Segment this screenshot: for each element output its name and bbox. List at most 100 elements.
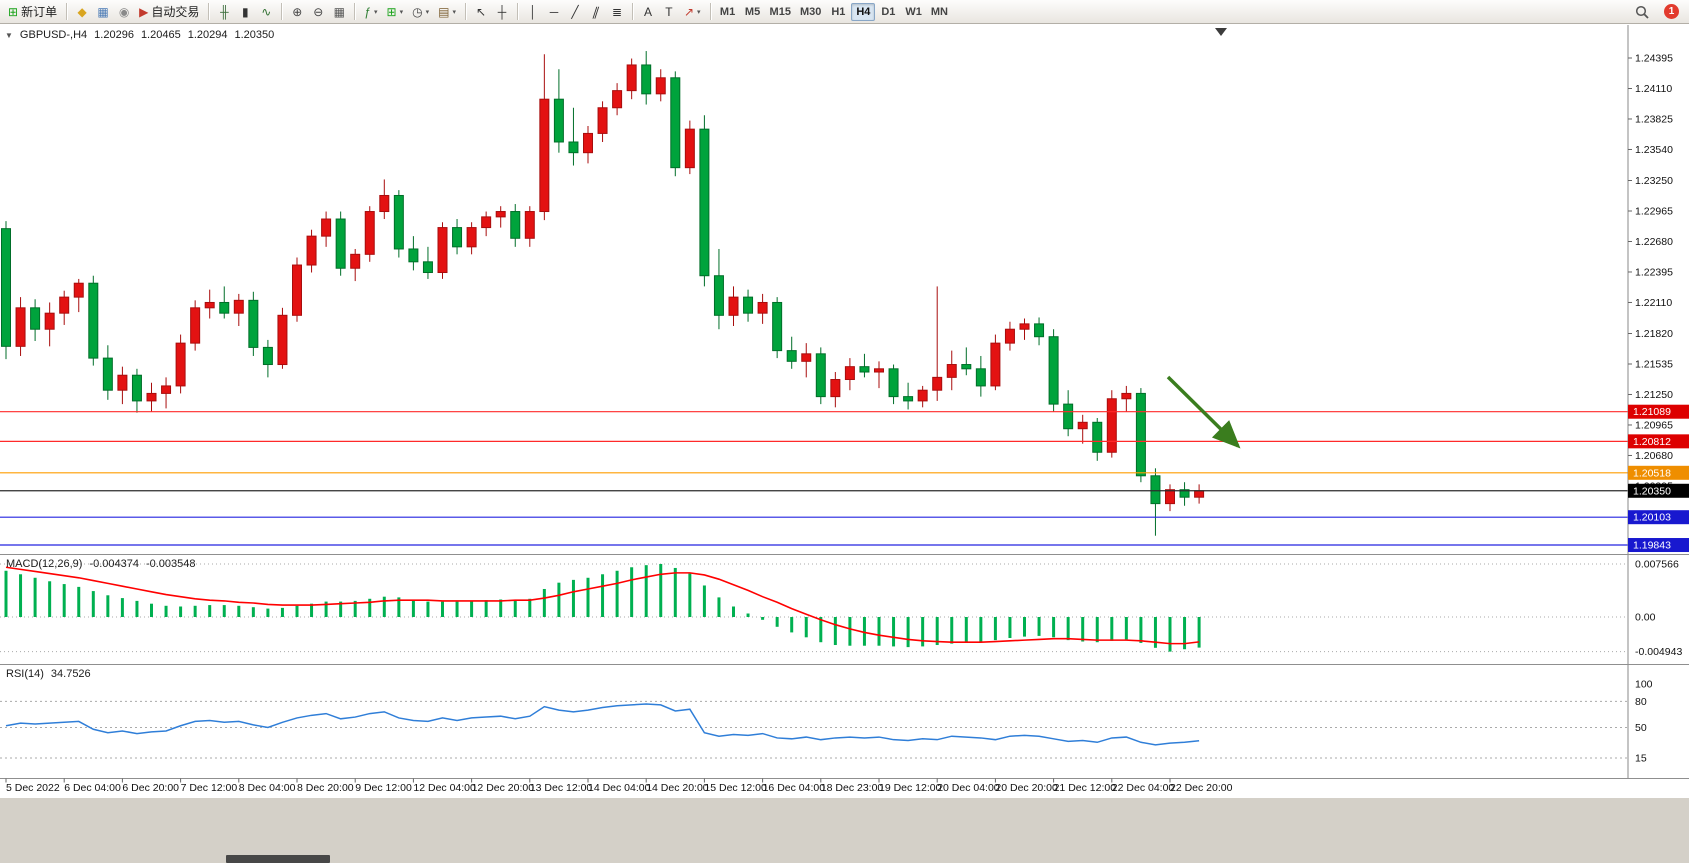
bars-chart-button[interactable]: ╫ <box>214 2 234 22</box>
line-chart-icon: ∿ <box>261 4 272 19</box>
pivot-line-badge-label: 1.20518 <box>1633 467 1671 479</box>
price-tick-label: 1.23540 <box>1635 144 1673 156</box>
time-tick-label: 20 Dec 20:00 <box>995 782 1058 794</box>
search-button[interactable] <box>1629 2 1655 22</box>
rsi-pane: 100 80 50 15 <box>0 679 1653 764</box>
periods-button[interactable]: ◷ ▾ <box>408 2 433 22</box>
notification-badge[interactable]: 1 <box>1664 4 1679 19</box>
time-tick-label: 21 Dec 12:00 <box>1054 782 1117 794</box>
timeframe-h4-button[interactable]: H4 <box>851 2 876 21</box>
rsi-line <box>5 703 1200 746</box>
horizontal-line-button[interactable]: ─ <box>544 2 564 22</box>
resistance-line-1-badge <box>1628 404 1689 419</box>
templates-icon: ▤ <box>438 4 450 19</box>
arrow-objects-icon: ↗ <box>683 4 695 19</box>
resistance-line-2-badge-label: 1.20812 <box>1633 436 1671 448</box>
profiles-icon: ◆ <box>77 4 87 19</box>
text-icon: A <box>643 4 652 19</box>
trendline-button[interactable]: ╱ <box>565 2 585 22</box>
timeframe-w1-button[interactable]: W1 <box>901 3 926 21</box>
new-order-button-label: 新订单 <box>21 5 58 19</box>
toolbar-separator <box>464 3 466 20</box>
toolbar-separator <box>66 3 68 20</box>
time-tick-label: 19 Dec 12:00 <box>879 782 942 794</box>
text-button[interactable]: A <box>638 2 658 22</box>
zoom-in-button[interactable]: ⊕ <box>287 2 307 22</box>
timeframe-m5-button[interactable]: M5 <box>741 3 765 21</box>
price-axis[interactable]: 1.24395 1.24110 1.23825 1.23540 1.23250 1.229… <box>1627 25 1689 779</box>
autotrading-icon: ▶ <box>139 4 149 19</box>
time-tick-label: 9 Dec 12:00 <box>355 782 412 794</box>
text-label-icon: T <box>665 4 673 19</box>
sound-button[interactable]: ◉ <box>114 2 134 22</box>
rsi-axis-label: 15 <box>1635 752 1647 764</box>
profiles-button[interactable]: ◆ <box>72 2 92 22</box>
macd-signal-line <box>5 566 1200 645</box>
channel-icon: ∥ <box>590 4 602 19</box>
line-chart-button[interactable]: ∿ <box>256 2 276 22</box>
tile-windows-button[interactable]: ▦ <box>329 2 349 22</box>
horizontal-line-icon: ─ <box>549 4 559 19</box>
fibonacci-icon: ≣ <box>611 4 622 19</box>
resistance-line-2-badge <box>1628 434 1689 449</box>
new-order-icon: ⊞ <box>8 4 19 19</box>
timeframe-h1-button[interactable]: H1 <box>826 3 850 21</box>
vertical-line-button[interactable]: │ <box>523 2 543 22</box>
text-label-button[interactable]: T <box>659 2 679 22</box>
bid-price-line-badge <box>1628 483 1689 498</box>
timeframe-d1-button[interactable]: D1 <box>876 3 900 21</box>
tile-windows-icon: ▦ <box>333 4 345 19</box>
macd-pane: 0.007566 0.00 -0.004943 <box>0 559 1682 658</box>
charts-window-button[interactable]: ▦ <box>93 2 113 22</box>
price-tick-label: 1.21820 <box>1635 328 1673 340</box>
crosshair-button[interactable]: ┼ <box>492 2 512 22</box>
candlestick-chart-button[interactable]: ▮ <box>235 2 255 22</box>
time-tick-label: 5 Dec 2022 <box>6 782 60 794</box>
time-axis[interactable]: 5 Dec 2022 6 Dec 04:00 6 Dec 20:00 7 Dec 12… <box>5 778 1233 795</box>
autotrading-button[interactable]: ▶ 自动交易 <box>135 2 203 22</box>
timeframe-m30-button[interactable]: M30 <box>796 3 825 21</box>
chevron-down-icon: ▾ <box>374 8 378 16</box>
templates-button[interactable]: ▤ ▾ <box>434 2 460 22</box>
charts-window-icon: ▦ <box>97 4 109 19</box>
time-tick-label: 18 Dec 23:00 <box>821 782 884 794</box>
time-tick-label: 7 Dec 12:00 <box>181 782 238 794</box>
zoom-out-icon: ⊖ <box>313 4 324 19</box>
time-tick-label: 12 Dec 04:00 <box>413 782 476 794</box>
arrow-objects-button[interactable]: ↗ ▾ <box>680 2 705 22</box>
timeframe-mn-button[interactable]: MN <box>927 3 952 21</box>
price-tick-label: 1.22395 <box>1635 266 1673 278</box>
taskbar-fragment <box>226 855 330 863</box>
chevron-down-icon: ▾ <box>399 8 404 16</box>
one-click-trading-toggle-icon[interactable] <box>5 31 13 40</box>
fibonacci-button[interactable]: ≣ <box>607 2 627 22</box>
periods-icon: ◷ <box>412 4 423 19</box>
cursor-icon: ↖ <box>475 4 486 19</box>
price-tick-label: 1.24395 <box>1635 53 1673 65</box>
vertical-line-icon: │ <box>529 4 537 19</box>
trend-arrow-annotation[interactable] <box>1166 375 1241 449</box>
time-tick-label: 6 Dec 04:00 <box>64 782 121 794</box>
crosshair-icon: ┼ <box>497 4 507 19</box>
candles-layer <box>1 51 1205 536</box>
new-chart-button[interactable]: ⊞ ▾ <box>383 2 408 22</box>
timeframe-m15-button[interactable]: M15 <box>766 3 795 21</box>
time-tick-label: 14 Dec 20:00 <box>646 782 709 794</box>
price-tick-label: 1.22965 <box>1635 205 1673 217</box>
cursor-button[interactable]: ↖ <box>471 2 491 22</box>
time-tick-label: 8 Dec 04:00 <box>239 782 296 794</box>
chart-background <box>0 24 1689 798</box>
channel-button[interactable]: ∥ <box>586 2 606 22</box>
support-line-1-badge-label: 1.20103 <box>1633 512 1671 524</box>
indicators-button[interactable]: ƒ ▾ <box>360 2 381 22</box>
price-tick-label: 1.23250 <box>1635 175 1673 187</box>
chart-shift-marker[interactable] <box>1215 28 1227 36</box>
toolbar-separator <box>516 3 518 20</box>
chevron-down-icon: ▾ <box>697 8 701 16</box>
timeframe-m1-button[interactable]: M1 <box>716 3 740 21</box>
zoom-out-button[interactable]: ⊖ <box>308 2 328 22</box>
rsi-axis-label: 50 <box>1635 722 1647 734</box>
time-tick-label: 20 Dec 04:00 <box>937 782 1000 794</box>
new-order-button[interactable]: ⊞ 新订单 <box>4 2 61 22</box>
